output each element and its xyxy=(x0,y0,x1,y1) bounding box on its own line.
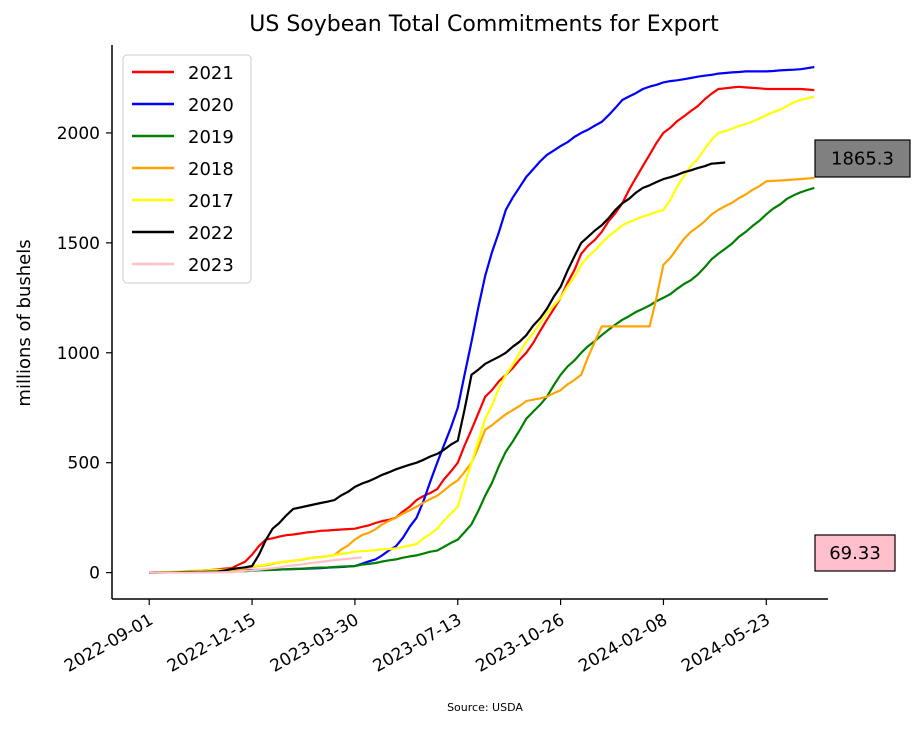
legend: 2021 2020 2019 2018 2017 2022 2023 xyxy=(122,54,252,284)
y-ticks: 0 500 1000 1500 2000 xyxy=(57,124,112,584)
series-line-2021 xyxy=(149,85,815,574)
series-line-2017 xyxy=(149,95,815,574)
value-label: 1865.3 xyxy=(831,149,894,170)
x-tick-label: 2023-07-13 xyxy=(370,610,466,677)
legend-label: 2018 xyxy=(188,159,234,180)
series-line-2022 xyxy=(149,161,726,574)
legend-label: 2020 xyxy=(188,95,234,116)
legend-label: 2021 xyxy=(188,63,234,84)
x-tick-label: 2022-09-01 xyxy=(61,610,157,677)
plot-area xyxy=(149,65,815,574)
x-tick-label: 2024-05-23 xyxy=(678,610,774,677)
x-tick-label: 2024-02-08 xyxy=(575,610,671,677)
legend-frame xyxy=(122,54,252,284)
chart-title: US Soybean Total Commitments for Export xyxy=(249,12,719,37)
value-label: 69.33 xyxy=(829,543,881,564)
legend-label: 2022 xyxy=(188,223,234,244)
legend-label: 2023 xyxy=(188,255,234,276)
y-tick-label: 2000 xyxy=(57,124,100,144)
y-tick-label: 500 xyxy=(68,454,100,474)
y-tick-label: 1500 xyxy=(57,234,100,254)
legend-label: 2019 xyxy=(188,127,234,148)
x-ticks: 2022-09-01 2022-12-15 2023-03-30 2023-07-13… xyxy=(61,599,774,677)
y-axis-label: millions of bushels xyxy=(14,239,35,406)
series-line-2023 xyxy=(149,556,362,574)
x-tick-label: 2023-10-26 xyxy=(473,610,569,677)
x-tick-label: 2023-03-30 xyxy=(267,610,363,677)
x-tick-label: 2022-12-15 xyxy=(164,610,260,677)
value-label-box xyxy=(814,534,896,572)
y-tick-label: 0 xyxy=(89,564,100,584)
y-tick-label: 1000 xyxy=(57,344,100,364)
source-note: Source: USDA xyxy=(447,701,523,714)
axes xyxy=(111,45,828,600)
annotations: 1865.3 69.33 xyxy=(814,139,911,572)
value-label-box xyxy=(814,139,911,178)
legend-label: 2017 xyxy=(188,191,234,212)
